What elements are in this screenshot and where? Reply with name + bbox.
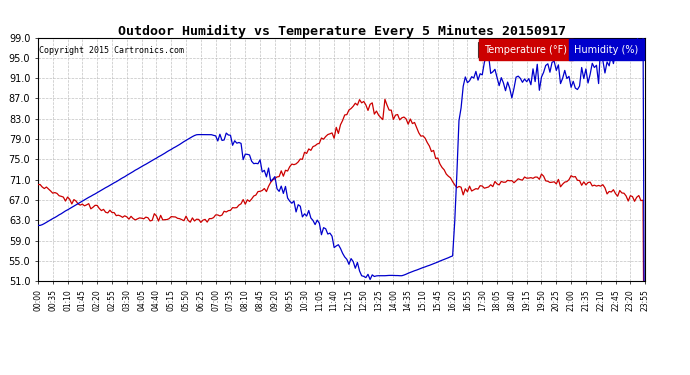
Legend: Temperature (°F), Humidity (%): Temperature (°F), Humidity (%) — [478, 42, 640, 57]
Text: Copyright 2015 Cartronics.com: Copyright 2015 Cartronics.com — [39, 46, 184, 55]
Title: Outdoor Humidity vs Temperature Every 5 Minutes 20150917: Outdoor Humidity vs Temperature Every 5 … — [117, 24, 566, 38]
